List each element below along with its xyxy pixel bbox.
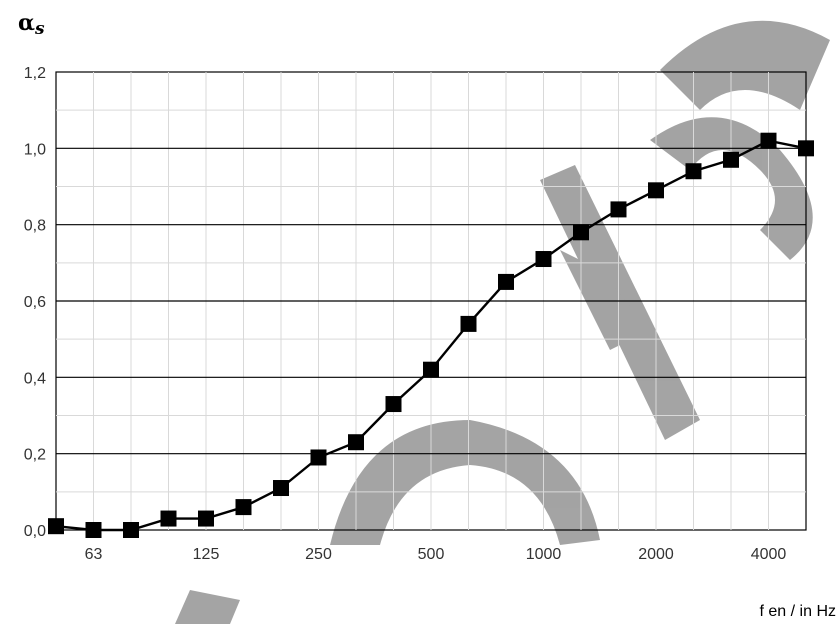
- data-point-marker: [610, 201, 627, 218]
- x-tick-label: 4000: [751, 546, 787, 563]
- x-tick-label: 125: [193, 546, 220, 563]
- data-point-marker: [85, 522, 102, 538]
- watermark: [175, 20, 830, 624]
- data-point-marker: [385, 396, 402, 413]
- y-tick-label: 1,0: [24, 141, 46, 158]
- data-point-marker: [273, 480, 289, 497]
- y-tick-label: 0,6: [24, 294, 46, 311]
- watermark-shape-c: [660, 20, 830, 111]
- y-tick-label: 0,0: [24, 523, 46, 540]
- x-tick-label: 250: [305, 546, 332, 563]
- x-tick-label: 500: [418, 546, 445, 563]
- data-point-marker: [535, 251, 552, 268]
- data-point-marker: [573, 224, 589, 241]
- data-point-marker: [423, 361, 439, 378]
- x-tick-label: 63: [85, 546, 103, 563]
- x-tick-label: 2000: [638, 546, 674, 563]
- y-tick-label: 0,2: [24, 447, 46, 464]
- data-point-marker: [798, 140, 814, 157]
- y-tick-label: 0,4: [24, 370, 46, 387]
- data-point-marker: [48, 518, 64, 535]
- watermark-shape-v: [560, 250, 650, 350]
- plot-area: 0,0 0,2 0,4 0,6 0,8 1,0 1,2 63 125 250 500 1000 200…: [24, 65, 814, 563]
- data-point-marker: [310, 449, 327, 466]
- data-point-marker: [235, 499, 252, 516]
- x-axis-label: f en / in Hz: [760, 603, 836, 620]
- y-tick-labels: 0,0 0,2 0,4 0,6 0,8 1,0 1,2: [24, 65, 46, 540]
- x-tick-label: 1000: [526, 546, 562, 563]
- data-point-marker: [685, 163, 702, 180]
- data-point-marker: [198, 510, 214, 527]
- data-series: [48, 132, 814, 538]
- y-tick-label: 0,8: [24, 218, 46, 235]
- data-point-marker: [460, 315, 477, 332]
- watermark-shape-tail: [175, 590, 240, 624]
- grid: [56, 72, 806, 530]
- data-point-marker: [348, 434, 364, 451]
- data-point-marker: [160, 510, 177, 527]
- data-point-marker: [123, 522, 139, 538]
- data-point-marker: [498, 273, 514, 290]
- y-axis-label: αs: [18, 10, 45, 39]
- data-point-marker: [760, 132, 777, 149]
- y-tick-label: 1,2: [24, 65, 46, 82]
- watermark-shape-o: [330, 420, 600, 545]
- data-point-marker: [723, 151, 739, 168]
- data-point-marker: [648, 182, 664, 199]
- x-tick-labels: 63 125 250 500 1000 2000 4000: [85, 546, 787, 563]
